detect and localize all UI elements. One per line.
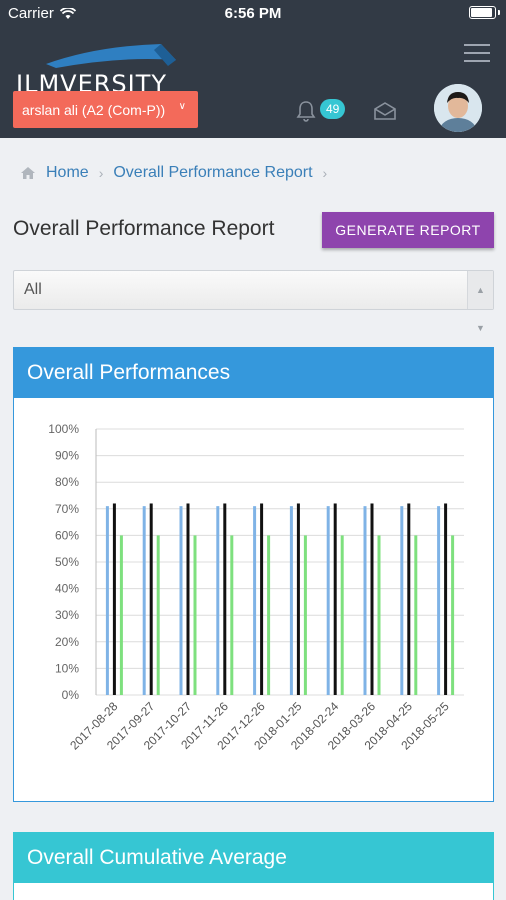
bar: [296, 503, 300, 695]
user-selector-label: arslan ali (A2 (Com-P)): [22, 101, 166, 118]
carrier-indicator: Carrier: [8, 5, 76, 22]
avatar[interactable]: [434, 84, 482, 132]
carrier-label: Carrier: [8, 5, 54, 22]
generate-report-button[interactable]: GENERATE REPORT: [322, 212, 494, 248]
chevron-down-icon: ∨: [178, 101, 186, 112]
bar: [407, 503, 411, 695]
y-tick-label: 70%: [55, 502, 79, 516]
bar: [377, 535, 381, 695]
panel-title: Overall Cumulative Average: [14, 833, 493, 883]
bar: [223, 503, 227, 695]
breadcrumb: Home › Overall Performance Report ›: [20, 164, 327, 182]
envelope-icon[interactable]: [374, 102, 396, 120]
home-icon[interactable]: [20, 166, 36, 180]
cumulative-average-panel: Overall Cumulative Average: [13, 832, 494, 900]
battery-icon: [469, 6, 500, 19]
y-tick-label: 60%: [55, 528, 79, 542]
menu-icon[interactable]: [464, 44, 490, 62]
bar: [303, 535, 307, 695]
user-photo-icon: [434, 84, 482, 132]
bar: [193, 535, 197, 695]
notification-badge[interactable]: 49: [320, 99, 346, 119]
bar: [142, 506, 146, 695]
wifi-icon: [59, 7, 76, 19]
overall-performance-panel: Overall Performances 0% 10% 20% 30% 40% 50% 60…: [13, 347, 494, 802]
bar: [112, 503, 116, 695]
y-tick-label: 30%: [55, 608, 79, 622]
bar: [437, 506, 441, 695]
bar: [326, 506, 330, 695]
y-tick-label: 20%: [55, 635, 79, 649]
bar: [186, 503, 190, 695]
bar: [333, 503, 337, 695]
bar: [451, 535, 455, 695]
user-selector[interactable]: arslan ali (A2 (Com-P)) ∨: [13, 91, 198, 128]
bar: [253, 506, 257, 695]
performance-bar-chart: 0%10%20%30%40%50%60%70%80%90%100%2017-08…: [48, 422, 464, 753]
bar: [400, 506, 404, 695]
bar: [105, 506, 109, 695]
status-bar: Carrier 6:56 PM: [0, 0, 506, 26]
y-tick-label: 50%: [55, 555, 79, 569]
clock: 6:56 PM: [224, 5, 282, 22]
y-tick-label: 80%: [55, 475, 79, 489]
page-title: Overall Performance Report: [13, 217, 275, 240]
panel-title: Overall Performances: [14, 348, 493, 398]
chevron-right-icon: ›: [98, 165, 104, 181]
bar: [414, 535, 418, 695]
bar: [289, 506, 293, 695]
select-arrows-icon: ▲ ▼: [467, 271, 493, 333]
bar: [444, 503, 448, 695]
bar: [260, 503, 264, 695]
breadcrumb-home-link[interactable]: Home: [46, 164, 89, 181]
chevron-right-icon: ›: [322, 165, 328, 181]
y-tick-label: 100%: [48, 422, 79, 436]
bar: [216, 506, 220, 695]
bar: [119, 535, 123, 695]
filter-select[interactable]: All ▲ ▼: [13, 270, 494, 333]
bar: [370, 503, 374, 695]
flag-logo-icon: [46, 44, 176, 68]
y-tick-label: 90%: [55, 449, 79, 463]
top-navbar: ILMVERSITY arslan ali (A2 (Com-P)) ∨ 49: [0, 26, 506, 138]
bar: [230, 535, 234, 695]
breadcrumb-current-link[interactable]: Overall Performance Report: [113, 164, 313, 181]
y-tick-label: 10%: [55, 661, 79, 675]
y-tick-label: 40%: [55, 582, 79, 596]
bar: [340, 535, 344, 695]
bar: [267, 535, 271, 695]
bar: [156, 535, 160, 695]
bar: [149, 503, 153, 695]
filter-select-value: All: [24, 281, 42, 298]
bar: [363, 506, 367, 695]
bar: [179, 506, 183, 695]
y-tick-label: 0%: [62, 688, 80, 702]
bell-icon[interactable]: [296, 100, 316, 122]
